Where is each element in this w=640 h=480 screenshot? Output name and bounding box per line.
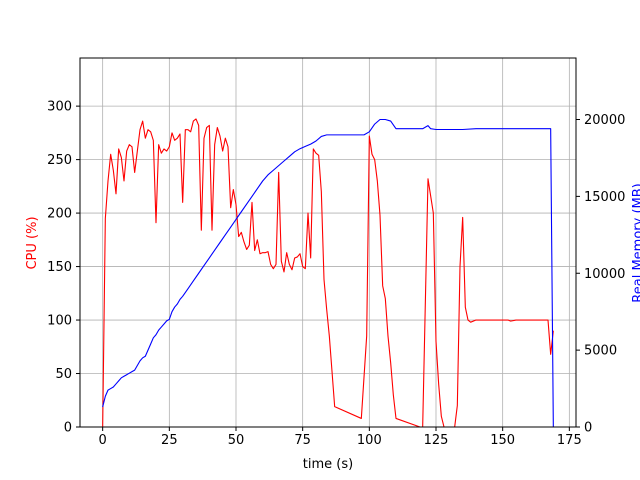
x-axis-ticks: 0 25 50 75 100 125 150 175 (99, 427, 582, 448)
right-axis-label: Real Memory (MB) (631, 183, 640, 302)
x-tick-label: 175 (557, 433, 582, 448)
plot-frame (79, 57, 577, 428)
x-tick-label: 100 (357, 433, 382, 448)
right-tick-label: 0 (584, 421, 592, 436)
memory-series-line (102, 118, 554, 428)
series-lines (102, 118, 554, 428)
left-tick-label: 0 (64, 421, 72, 436)
x-tick-label: 75 (294, 433, 311, 448)
left-tick-label: 200 (47, 207, 72, 222)
right-axis-ticks: 0 5000 10000 15000 20000 (576, 113, 625, 436)
right-tick-label: 5000 (584, 344, 617, 359)
left-tick-label: 300 (47, 100, 72, 115)
right-tick-label: 15000 (584, 190, 625, 205)
left-axis-label: CPU (%) (25, 216, 40, 269)
x-tick-label: 0 (99, 433, 107, 448)
x-tick-label: 125 (424, 433, 449, 448)
x-axis-label: time (s) (303, 457, 353, 472)
left-tick-label: 100 (47, 314, 72, 329)
grid-lines (80, 58, 576, 428)
left-tick-label: 50 (55, 367, 72, 382)
x-tick-label: 50 (228, 433, 245, 448)
x-tick-label: 150 (490, 433, 515, 448)
cpu-series-line (102, 118, 554, 428)
x-tick-label: 25 (161, 433, 178, 448)
left-tick-label: 250 (47, 153, 72, 168)
left-tick-label: 150 (47, 260, 72, 275)
right-tick-label: 20000 (584, 113, 625, 128)
left-axis-ticks: 0 50 100 150 200 250 300 (47, 100, 80, 436)
right-tick-label: 10000 (584, 267, 625, 282)
